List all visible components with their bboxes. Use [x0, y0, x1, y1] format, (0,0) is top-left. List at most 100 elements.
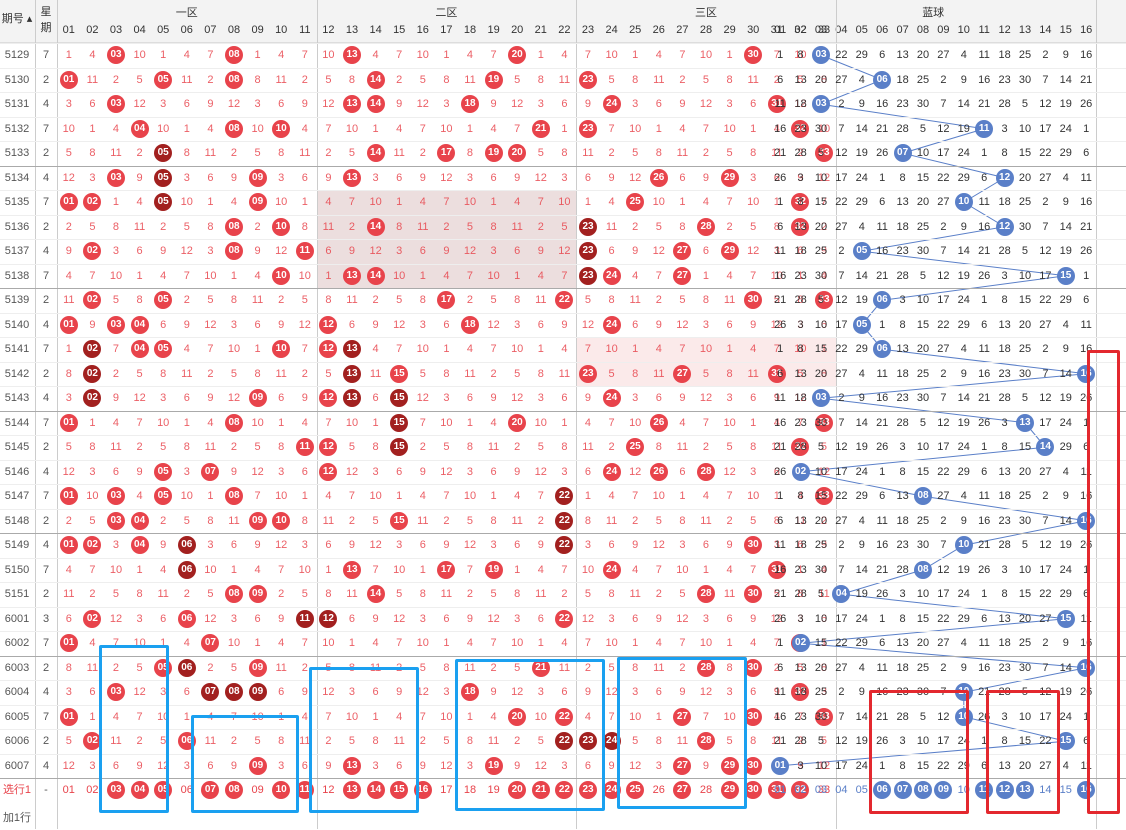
select-ball[interactable]: 13 [1016, 781, 1034, 799]
select-number[interactable]: 02 [794, 784, 807, 796]
select-number[interactable]: 01 [62, 784, 75, 796]
omission-count: 2 [230, 147, 238, 159]
omission-count: 12 [204, 612, 217, 625]
select-ball[interactable]: 24 [602, 781, 621, 799]
red-ball-mark: 01 [59, 193, 78, 212]
select-ball[interactable]: 25 [626, 781, 645, 799]
omission-count: 28 [794, 735, 807, 747]
select-ball[interactable]: 30 [744, 781, 763, 799]
omission-count: 6 [160, 318, 167, 331]
omission-count: 5 [254, 147, 261, 159]
issue-cell[interactable]: 6003 [4, 661, 30, 674]
issue-cell[interactable]: 6006 [4, 735, 30, 747]
omission-count: 8 [89, 441, 96, 453]
grid-line [576, 0, 578, 829]
issue-cell[interactable]: 5138 [4, 269, 30, 282]
select-number[interactable]: 09 [251, 784, 264, 796]
issue-cell[interactable]: 5129 [4, 49, 30, 61]
select-ball[interactable]: 13 [343, 781, 361, 799]
select-ball[interactable]: 08 [225, 781, 243, 799]
select-number[interactable]: 19 [487, 784, 500, 796]
issue-cell[interactable]: 5137 [4, 245, 30, 257]
omission-count: 10 [440, 710, 453, 723]
issue-cell[interactable]: 5148 [4, 514, 30, 527]
week-cell: 4 [42, 245, 50, 257]
select-number[interactable]: 06 [180, 784, 193, 796]
select-number[interactable]: 12 [322, 784, 335, 796]
omission-count: 12 [1039, 539, 1052, 551]
red-ball-mark: 28 [697, 732, 715, 751]
issue-cell[interactable]: 5147 [4, 490, 30, 502]
omission-count: 3 [797, 171, 804, 184]
select-number[interactable]: 14 [1039, 784, 1052, 796]
omission-count: 9 [561, 318, 568, 331]
select-ball[interactable]: 32 [791, 781, 810, 799]
omission-count: 8 [820, 73, 828, 86]
select-ball[interactable]: 07 [201, 781, 220, 799]
issue-cell[interactable]: 5132 [4, 122, 30, 135]
issue-cell[interactable]: 5145 [4, 441, 30, 453]
issue-cell[interactable]: 5133 [4, 147, 30, 159]
issue-cell[interactable]: 5146 [4, 465, 30, 478]
select-number[interactable]: 26 [652, 784, 665, 796]
issue-cell[interactable]: 5140 [4, 318, 30, 331]
omission-count: 5 [817, 735, 825, 747]
omission-count: 4 [396, 122, 403, 135]
issue-cell[interactable]: 5149 [4, 539, 30, 551]
select-number[interactable]: 33 [817, 784, 831, 796]
omission-count: 11 [605, 220, 618, 233]
issue-cell[interactable]: 5142 [4, 367, 30, 380]
issue-cell[interactable]: 5143 [4, 392, 30, 404]
issue-cell[interactable]: 5135 [4, 196, 30, 208]
issue-cell[interactable]: 5131 [4, 98, 30, 110]
select-ball[interactable]: 10 [272, 781, 291, 799]
select-ball[interactable]: 08 [914, 781, 932, 799]
issue-cell[interactable]: 5151 [4, 588, 30, 600]
omission-count: 4 [136, 196, 143, 208]
issue-cell[interactable]: 5141 [4, 343, 30, 355]
select-ball[interactable]: 09 [934, 781, 953, 799]
add-row-button[interactable]: 加1行 [2, 812, 32, 824]
issue-cell[interactable]: 6002 [4, 637, 30, 649]
omission-count: 5 [514, 73, 521, 86]
issue-cell[interactable]: 5136 [4, 220, 30, 233]
select-number[interactable]: 01 [774, 784, 787, 796]
omission-count: 12 [511, 686, 524, 698]
select-ball[interactable]: 03 [107, 781, 125, 799]
issue-cell[interactable]: 5134 [4, 171, 30, 184]
issue-cell[interactable]: 6001 [4, 612, 30, 625]
select-number[interactable]: 05 [855, 784, 868, 796]
select-ball[interactable]: 20 [508, 781, 527, 799]
issue-cell[interactable]: 6007 [4, 759, 30, 772]
select-number[interactable]: 28 [699, 784, 713, 796]
select-number[interactable]: 15 [1059, 784, 1072, 796]
red-ball-mark: 17 [437, 144, 456, 163]
select-number[interactable]: 17 [440, 784, 453, 796]
issue-cell[interactable]: 5150 [4, 563, 30, 576]
select-ball[interactable]: 15 [390, 781, 409, 799]
select-number[interactable]: 02 [86, 784, 99, 796]
select-ball[interactable]: 16 [1077, 781, 1096, 799]
select-row-label[interactable]: 选行1 [2, 784, 32, 796]
issue-cell[interactable]: 6004 [4, 686, 30, 698]
select-ball[interactable]: 27 [673, 781, 692, 799]
issue-cell[interactable]: 6005 [4, 710, 30, 723]
select-number[interactable]: 18 [463, 784, 477, 796]
select-ball[interactable]: 04 [130, 781, 149, 799]
issue-column-header[interactable]: 期号 ▴ [1, 13, 33, 25]
issue-cell[interactable]: 5139 [4, 294, 30, 306]
issue-cell[interactable]: 5130 [4, 73, 30, 86]
select-ball[interactable]: 22 [555, 781, 574, 799]
select-ball[interactable]: 06 [873, 781, 892, 799]
issue-cell[interactable]: 5144 [4, 416, 30, 429]
select-number[interactable]: 03 [814, 784, 828, 796]
select-ball[interactable]: 31 [767, 781, 786, 799]
select-ball[interactable]: 12 [995, 781, 1014, 799]
select-number[interactable]: 04 [835, 784, 848, 796]
select-ball[interactable]: 14 [366, 781, 385, 799]
select-ball[interactable]: 23 [579, 781, 597, 799]
select-ball[interactable]: 07 [893, 781, 912, 799]
omission-count: 30 [1018, 661, 1032, 674]
select-ball[interactable]: 21 [531, 781, 550, 799]
select-ball[interactable]: 29 [720, 781, 739, 799]
